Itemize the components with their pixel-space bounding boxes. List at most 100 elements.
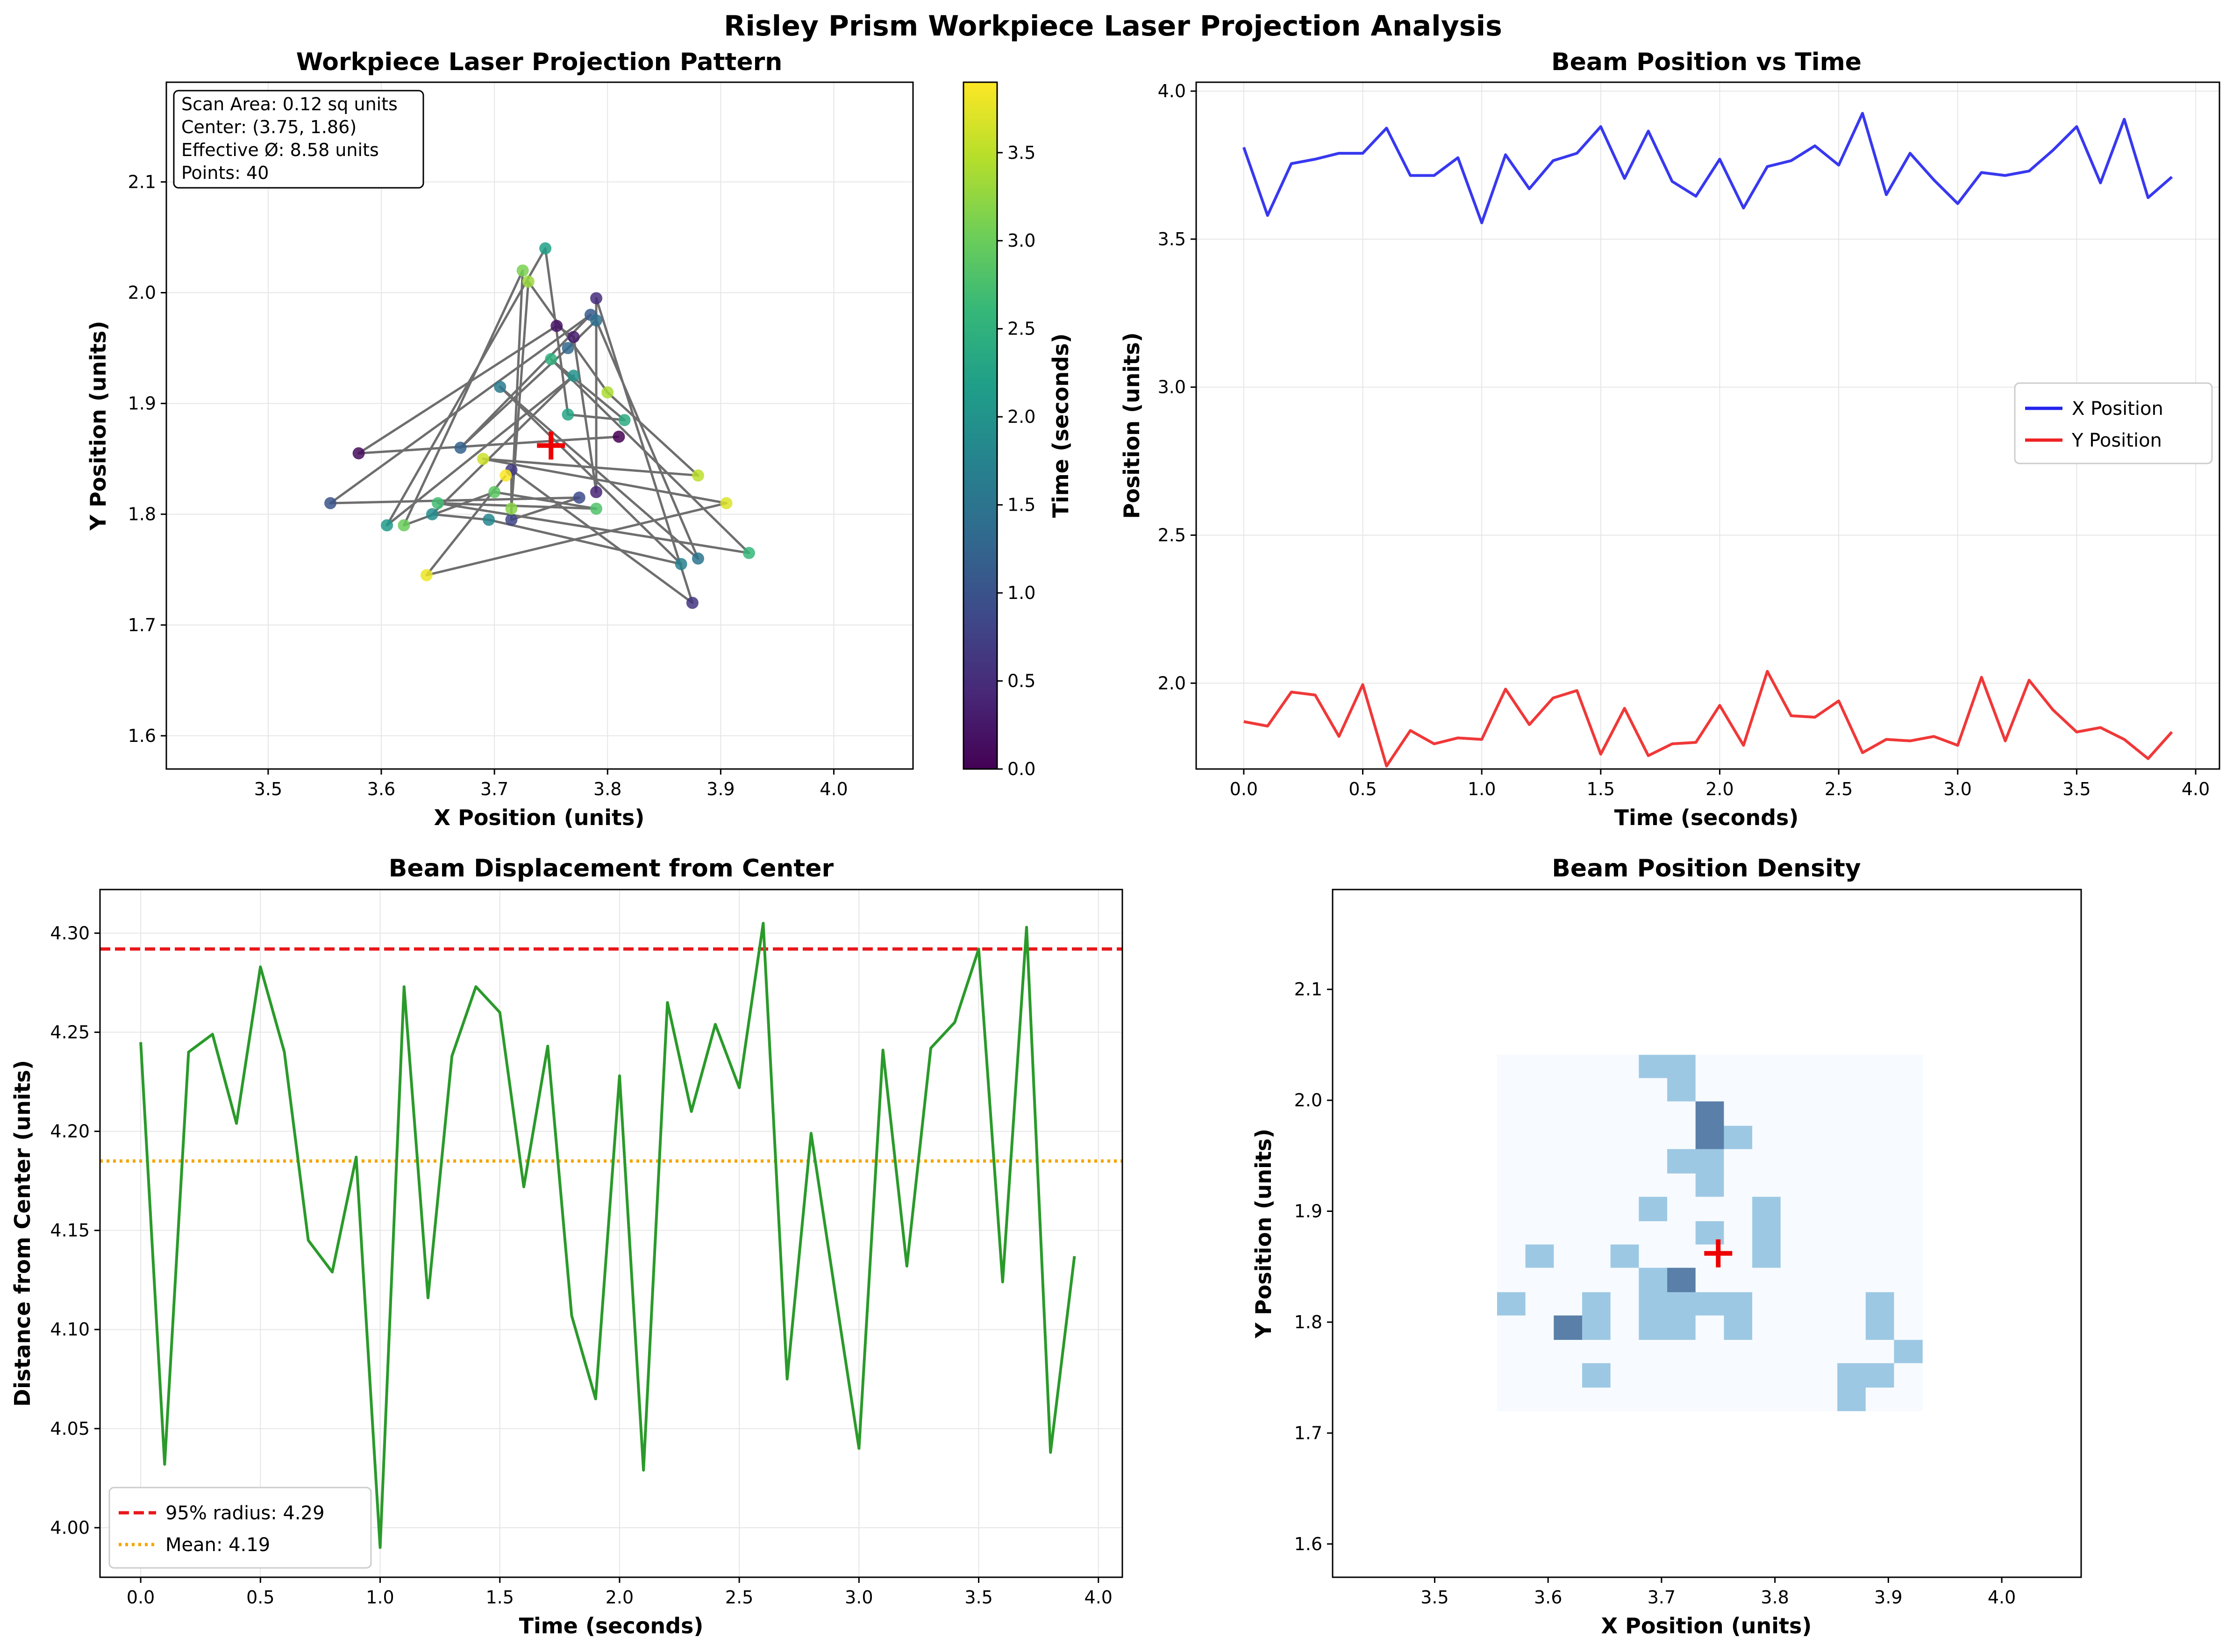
legend-label-y-position: Y Position — [2071, 430, 2162, 451]
density-cell — [1525, 1244, 1554, 1268]
panel-4-center-marker — [1704, 1239, 1733, 1267]
density-cell — [1752, 1125, 1781, 1150]
density-cell — [1894, 1388, 1923, 1411]
density-cell — [1724, 1054, 1753, 1079]
density-cell — [1809, 1339, 1838, 1364]
colorbar-ticks: 0.0 0.5 1.0 1.5 2.0 2.5 3.0 3.5 — [997, 142, 1035, 779]
density-cell — [1610, 1339, 1639, 1364]
density-cell — [1752, 1315, 1781, 1340]
density-cell — [1639, 1339, 1668, 1364]
x-tick-label: 3.5 — [254, 779, 282, 799]
density-cell — [1894, 1339, 1923, 1364]
density-cell — [1894, 1196, 1923, 1222]
density-cell — [1809, 1315, 1838, 1340]
scan-point — [618, 414, 631, 427]
density-cell — [1497, 1315, 1526, 1340]
density-cell — [1894, 1054, 1923, 1079]
density-cell — [1639, 1267, 1668, 1293]
scan-path — [329, 247, 750, 604]
density-cell — [1525, 1125, 1554, 1150]
displacement-line — [139, 922, 1076, 1549]
panel-4-xticks: 3.5 3.6 3.7 3.8 3.9 4.0 — [1420, 1577, 2016, 1608]
panel-4-yticks: 1.6 1.7 1.8 1.9 2.0 2.1 — [1294, 979, 1333, 1554]
density-cell — [1582, 1339, 1611, 1364]
colorbar-tick-label: 3.0 — [1007, 230, 1035, 251]
density-cell — [1554, 1363, 1583, 1388]
density-cell — [1865, 1339, 1895, 1364]
x-tick-label: 3.6 — [1534, 1587, 1562, 1608]
density-cell — [1554, 1101, 1583, 1126]
density-cell — [1582, 1196, 1611, 1222]
density-cell — [1780, 1388, 1810, 1411]
density-cell — [1752, 1078, 1781, 1102]
density-cell — [1837, 1292, 1866, 1316]
scan-point — [381, 519, 393, 532]
density-cell — [1837, 1267, 1866, 1293]
density-cell — [1752, 1292, 1781, 1316]
density-cell — [1894, 1267, 1923, 1293]
density-cell — [1639, 1292, 1668, 1316]
density-cell — [1780, 1315, 1810, 1340]
x-tick-label: 0.0 — [1230, 779, 1258, 799]
panel-4-ylabel: Y Position (units) — [1251, 1129, 1276, 1339]
info-line-scan-area: Scan Area: 0.12 sq units — [181, 94, 398, 114]
density-cell — [1610, 1267, 1639, 1293]
density-cell — [1837, 1078, 1866, 1102]
scan-point — [483, 513, 495, 526]
density-cell — [1497, 1388, 1526, 1411]
scan-point — [550, 320, 563, 332]
density-cell — [1667, 1363, 1696, 1388]
density-cell — [1752, 1149, 1781, 1174]
scan-point — [505, 513, 518, 526]
scan-point — [499, 469, 512, 482]
scan-point — [601, 386, 614, 399]
x-tick-label: 2.0 — [1705, 779, 1734, 799]
y-tick-label: 2.1 — [128, 171, 156, 192]
y-tick-label: 1.9 — [128, 393, 156, 414]
panel-projection-pattern: Workpiece Laser Projection Pattern 3.5 3.… — [86, 48, 1073, 830]
density-cell — [1780, 1125, 1810, 1150]
density-cell — [1610, 1221, 1639, 1245]
density-cell — [1610, 1054, 1639, 1079]
y-tick-label: 1.7 — [128, 615, 156, 635]
density-cell — [1667, 1221, 1696, 1245]
panel-2-legend: X Position Y Position — [2014, 382, 2213, 464]
y-tick-label: 1.6 — [1294, 1534, 1322, 1554]
panel-1-frame — [165, 81, 914, 770]
scan-point — [539, 242, 552, 255]
density-cell — [1525, 1078, 1554, 1102]
density-cell — [1865, 1149, 1895, 1174]
density-cell — [1780, 1339, 1810, 1364]
density-cell — [1667, 1054, 1696, 1079]
density-cell — [1780, 1054, 1810, 1079]
density-cell — [1894, 1149, 1923, 1174]
density-cell — [1724, 1149, 1753, 1174]
y-tick-label: 2.0 — [1294, 1090, 1322, 1111]
density-cell — [1582, 1078, 1611, 1102]
density-cell — [1582, 1125, 1611, 1150]
x-tick-label: 3.5 — [964, 1587, 992, 1608]
scan-point — [720, 497, 733, 509]
density-cell — [1724, 1267, 1753, 1293]
density-cell — [1894, 1173, 1923, 1197]
density-cell — [1497, 1196, 1526, 1222]
density-cell — [1639, 1125, 1668, 1150]
x-tick-label: 4.0 — [820, 779, 848, 799]
density-cell — [1865, 1078, 1895, 1102]
density-cell — [1695, 1173, 1725, 1197]
density-cell — [1667, 1125, 1696, 1150]
panel-1-xticks: 3.5 3.6 3.7 3.8 3.9 4.0 — [254, 769, 848, 799]
density-cell — [1554, 1315, 1583, 1340]
density-cell — [1865, 1292, 1895, 1316]
density-cell — [1695, 1267, 1725, 1293]
density-cell — [1610, 1292, 1639, 1316]
panel-2-lines — [1242, 112, 2173, 768]
x-tick-label: 3.5 — [1420, 1587, 1448, 1608]
density-cell — [1837, 1173, 1866, 1197]
x-tick-label: 2.0 — [606, 1587, 634, 1608]
panel-3-yticks: 4.00 4.05 4.10 4.15 4.20 4.25 4.30 — [50, 923, 100, 1538]
density-cell — [1865, 1388, 1895, 1411]
legend-label-mean: Mean: 4.19 — [165, 1534, 270, 1556]
density-cell — [1724, 1196, 1753, 1222]
density-cell — [1582, 1267, 1611, 1293]
